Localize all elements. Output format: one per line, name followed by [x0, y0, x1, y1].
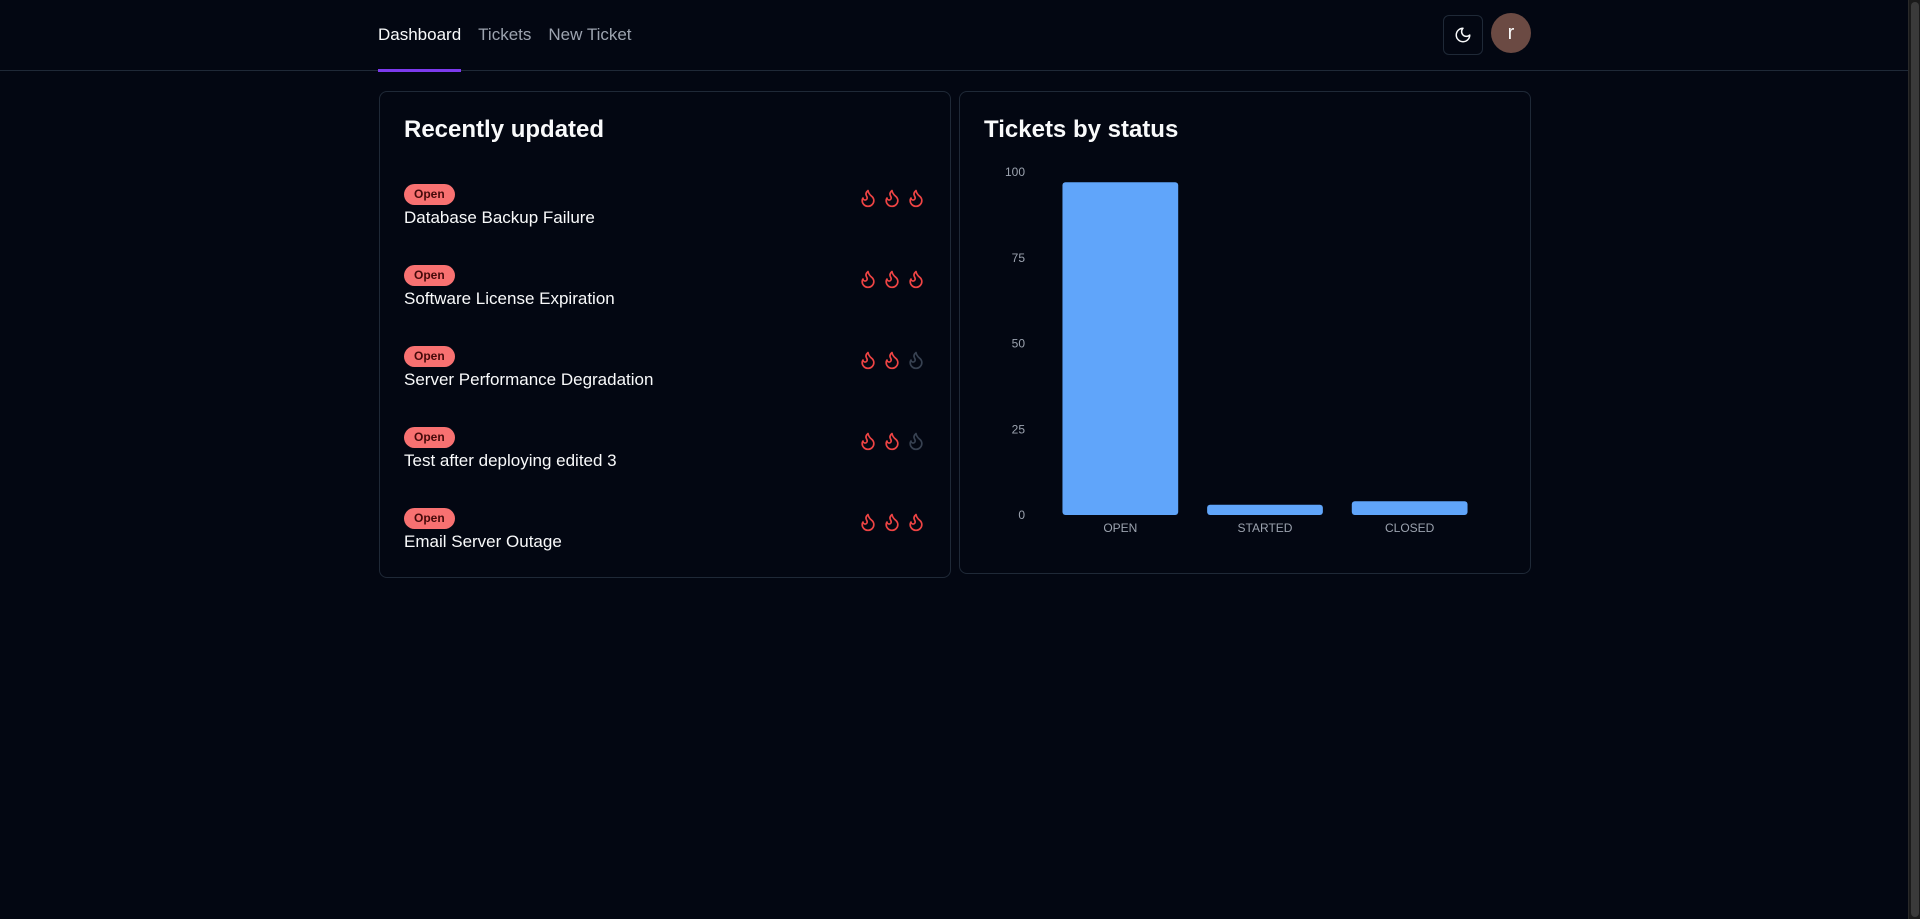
status-bar-chart: 0 25 50 75 100 OPEN STARTED CLOSED: [1005, 165, 1468, 535]
flame-icon: [885, 513, 899, 532]
ticket-list: Open Database Backup Failure Open Software …: [404, 184, 926, 589]
moon-icon: [1455, 27, 1471, 43]
priority-indicator: [858, 186, 926, 210]
flame-icon: [861, 351, 875, 370]
ticket-title[interactable]: Database Backup Failure: [404, 208, 595, 227]
scrollbar-thumb[interactable]: [1911, 2, 1919, 917]
flame-inactive-icon: [909, 351, 923, 370]
ticket-row[interactable]: Open Database Backup Failure: [404, 184, 926, 265]
flame-icon: [909, 270, 923, 289]
flame-inactive-icon: [909, 432, 923, 451]
y-tick-label: 25: [1012, 422, 1026, 436]
ticket-title[interactable]: Test after deploying edited 3: [404, 451, 617, 470]
x-tick-label: STARTED: [1238, 521, 1293, 535]
ticket-title[interactable]: Server Performance Degradation: [404, 370, 654, 389]
priority-indicator: [858, 429, 926, 453]
status-badge: Open: [404, 346, 455, 367]
ticket-title[interactable]: Software License Expiration: [404, 289, 615, 308]
priority-indicator: [858, 267, 926, 291]
tab-tickets[interactable]: Tickets: [478, 24, 532, 44]
theme-toggle-button[interactable]: [1443, 15, 1483, 55]
tickets-by-status-card: Tickets by status 0 25 50 75 100 OPEN STARTED C…: [959, 91, 1531, 574]
flame-icon: [885, 189, 899, 208]
flame-icon: [861, 432, 875, 451]
flame-icon: [885, 270, 899, 289]
tab-new-ticket[interactable]: New Ticket: [548, 24, 632, 44]
page-scrollbar[interactable]: [1908, 0, 1920, 919]
y-tick-label: 75: [1012, 251, 1026, 265]
ticket-row[interactable]: Open Software License Expiration: [404, 265, 926, 346]
top-navigation-bar: Dashboard Tickets New Ticket r: [0, 0, 1908, 72]
ticket-row[interactable]: Open Test after deploying edited 3: [404, 427, 926, 508]
priority-indicator: [858, 348, 926, 372]
recently-updated-title: Recently updated: [404, 116, 605, 143]
bar-started[interactable]: [1207, 504, 1323, 515]
y-tick-label: 100: [1005, 165, 1025, 179]
flame-icon: [861, 189, 875, 208]
recently-updated-card: Recently updated Open Database Backup Fai…: [379, 91, 951, 578]
bar-closed[interactable]: [1351, 501, 1468, 515]
tickets-by-status-title: Tickets by status: [984, 116, 1179, 143]
y-tick-label: 0: [1018, 508, 1025, 522]
tab-dashboard[interactable]: Dashboard: [378, 0, 462, 72]
priority-indicator: [858, 510, 926, 534]
ticket-title[interactable]: Email Server Outage: [404, 532, 562, 551]
x-tick-label: OPEN: [1103, 521, 1137, 535]
status-badge: Open: [404, 508, 455, 529]
flame-icon: [861, 513, 875, 532]
status-badge: Open: [404, 427, 455, 448]
main-nav: Dashboard Tickets New Ticket: [378, 0, 632, 72]
flame-icon: [861, 270, 875, 289]
flame-icon: [909, 513, 923, 532]
y-tick-label: 50: [1012, 337, 1026, 351]
ticket-row[interactable]: Open Email Server Outage: [404, 508, 926, 589]
flame-icon: [909, 189, 923, 208]
status-badge: Open: [404, 184, 455, 205]
ticket-row[interactable]: Open Server Performance Degradation: [404, 346, 926, 427]
flame-icon: [885, 432, 899, 451]
status-badge: Open: [404, 265, 455, 286]
x-tick-label: CLOSED: [1385, 521, 1435, 535]
user-avatar[interactable]: r: [1491, 13, 1531, 53]
bar-open[interactable]: [1062, 182, 1179, 515]
flame-icon: [885, 351, 899, 370]
